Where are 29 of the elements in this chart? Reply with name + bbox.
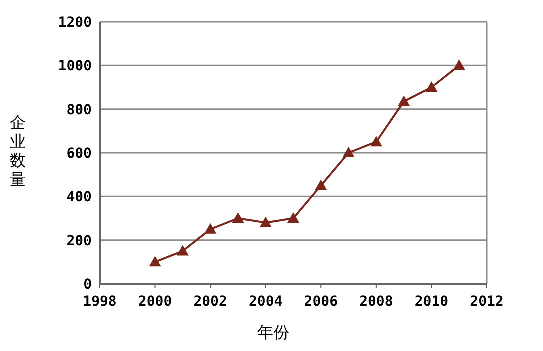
y-tick-label: 600 [66,146,92,162]
y-tick-label: 1000 [58,58,92,75]
x-tick-label: 2012 [470,294,504,310]
point [232,212,244,223]
x-axis-title: 年份 [258,323,290,342]
point [453,60,466,70]
x-tick-label: 2006 [304,294,338,310]
y-tick-label: 200 [66,233,92,250]
x-tick-label: 2004 [249,294,283,310]
y-axis-title: 企业数量 [10,113,26,189]
x-tick-label: 2002 [194,294,228,310]
point [370,136,382,147]
x-tick-label: 2010 [414,294,449,310]
y-tick-label: 800 [66,102,92,118]
point [204,223,217,234]
point [315,180,328,190]
point [398,96,410,106]
point [426,82,438,92]
point [288,212,300,223]
y-tick-label: 1200 [58,15,92,31]
x-tick-label: 2008 [360,294,394,310]
y-tick-label: 400 [66,190,92,206]
x-tick-label: 2000 [138,294,172,310]
y-tick-label: 0 [84,277,92,293]
point [342,147,355,158]
x-tick-label: 1998 [83,294,117,310]
point [149,256,162,267]
point [176,245,189,256]
point [260,216,272,228]
